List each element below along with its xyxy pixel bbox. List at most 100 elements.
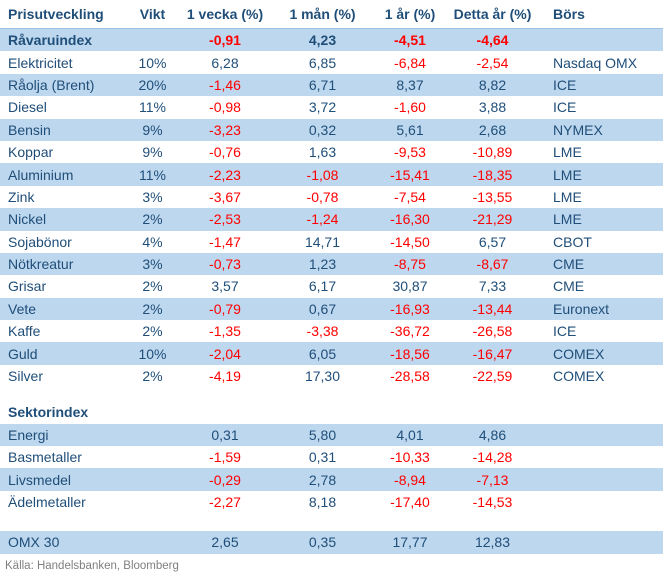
row-label: Kaffe: [8, 323, 41, 340]
sector-index-title-row: Sektorindex: [0, 401, 663, 423]
one-week-cell: -1,47: [209, 233, 241, 250]
year-to-date-cell: -16,47: [472, 345, 513, 362]
table-row: OMX 30 2,65 0,35 17,77 12,83: [0, 531, 663, 554]
exchange-cell: ICE: [553, 76, 577, 93]
one-week-cell: -0,79: [209, 300, 241, 317]
row-label: Ädelmetaller: [8, 494, 86, 510]
sector-index-title: Sektorindex: [8, 404, 89, 421]
exchange-cell: Euronext: [553, 300, 610, 317]
exchange-cell: LME: [553, 166, 582, 183]
one-year-cell: -8,75: [394, 256, 426, 273]
commodity-rows-section: Råvaruindex -0,91 4,23 -4,51 -4,64 Elekt…: [0, 28, 663, 387]
year-to-date-cell: -26,58: [472, 323, 513, 340]
year-to-date-cell: 4,86: [478, 426, 507, 443]
table-row: Nötkreatur 3% -0,73 1,23 -8,75 -8,67 CME: [0, 252, 663, 276]
one-week-cell: -0,98: [209, 99, 241, 116]
one-week-cell: -0,73: [209, 256, 241, 273]
one-week-cell: -2,27: [209, 494, 241, 510]
exchange-cell: CME: [553, 278, 585, 295]
table-row: Koppar 9% -0,76 1,63 -9,53 -10,89 LME: [0, 141, 663, 163]
weight-cell: 10%: [138, 345, 167, 362]
one-month-cell: 6,71: [308, 76, 337, 93]
one-month-cell: 5,80: [308, 426, 337, 443]
exchange-cell: ICE: [553, 99, 577, 116]
table-row: Bensin 9% -3,23 0,32 5,61 2,68 NYMEX: [0, 118, 663, 141]
weight-cell: 11%: [139, 99, 166, 116]
table-row: Silver 2% -4,19 17,30 -28,58 -22,59 COME…: [0, 365, 663, 387]
row-label: Koppar: [8, 144, 54, 161]
year-to-date-cell: -18,35: [472, 166, 513, 183]
one-week-cell: -3,23: [209, 121, 241, 138]
one-month-cell: 6,85: [308, 54, 337, 71]
one-year-cell: 30,87: [392, 278, 428, 295]
weight-cell: 10%: [138, 54, 167, 71]
exchange-cell: CME: [553, 256, 585, 273]
section-spacer: [0, 387, 663, 401]
year-to-date-cell: 7,33: [478, 278, 507, 295]
year-to-date-cell: -2,54: [476, 54, 509, 71]
row-label: Diesel: [8, 99, 47, 116]
section-spacer: [0, 513, 663, 531]
year-to-date-cell: 3,88: [478, 99, 507, 116]
year-to-date-cell: -10,89: [472, 144, 513, 161]
header-1-ar: 1 år (%): [384, 6, 436, 22]
row-label: Silver: [8, 368, 44, 385]
sector-index-rows-section: Energi 0,31 5,80 4,01 4,86 Basmetaller -…: [0, 423, 663, 514]
one-year-cell: -17,40: [390, 494, 430, 510]
year-to-date-cell: 8,82: [478, 76, 507, 93]
row-label: Sojabönor: [8, 233, 72, 250]
header-1-vecka: 1 vecka (%): [186, 6, 264, 22]
one-week-cell: 6,28: [211, 54, 239, 71]
one-year-cell: -14,50: [390, 233, 430, 250]
one-month-cell: 6,05: [308, 345, 337, 362]
one-month-cell: 8,18: [308, 494, 337, 510]
table-row: Elektricitet 10% 6,28 6,85 -6,84 -2,54 N…: [0, 51, 663, 73]
table-row: Ädelmetaller -2,27 8,18 -17,40 -14,53: [0, 491, 663, 513]
table-row: Sojabönor 4% -1,47 14,71 -14,50 6,57 CBO…: [0, 231, 663, 253]
one-month-cell: 14,71: [304, 233, 341, 250]
weight-cell: 11%: [139, 166, 166, 183]
one-week-cell: -3,67: [209, 188, 241, 205]
header-detta-ar: Detta år (%): [453, 6, 532, 22]
weight-cell: 4%: [142, 233, 163, 250]
year-to-date-cell: -22,59: [472, 368, 513, 385]
row-label: Zink: [8, 188, 35, 205]
one-month-cell: -1,24: [306, 211, 339, 228]
one-week-cell: 3,57: [211, 278, 239, 295]
row-label: Bensin: [8, 121, 51, 138]
exchange-cell: LME: [553, 211, 582, 228]
source-note: Källa: Handelsbanken, Bloomberg: [5, 559, 179, 572]
table-row: Nickel 2% -2,53 -1,24 -16,30 -21,29 LME: [0, 208, 663, 231]
one-year-cell: -18,56: [390, 345, 430, 362]
year-to-date-cell: -7,13: [476, 471, 509, 488]
one-month-cell: 2,78: [308, 471, 337, 488]
one-month-cell: 0,67: [308, 300, 337, 317]
header-prisutveckling: Prisutveckling: [8, 6, 104, 22]
one-week-cell: -2,23: [209, 166, 241, 183]
row-label: Energi: [8, 426, 49, 443]
row-label: Elektricitet: [8, 54, 73, 71]
header-vikt: Vikt: [139, 6, 166, 22]
year-to-date-cell: 6,57: [478, 233, 507, 250]
weight-cell: 20%: [138, 76, 167, 93]
one-year-cell: -15,41: [390, 166, 430, 183]
year-to-date-cell: -14,28: [472, 449, 513, 466]
one-year-cell: -6,84: [394, 54, 426, 71]
table-row: Livsmedel -0,29 2,78 -8,94 -7,13: [0, 468, 663, 491]
one-year-cell: -8,94: [394, 471, 426, 488]
year-to-date-cell: -8,67: [476, 256, 509, 273]
one-year-cell: 17,77: [392, 534, 428, 551]
weight-cell: 3%: [142, 188, 163, 205]
exchange-cell: COMEX: [553, 368, 605, 385]
one-week-cell: -1,59: [209, 449, 241, 466]
table-row: Vete 2% -0,79 0,67 -16,93 -13,44 Euronex…: [0, 297, 663, 321]
one-year-cell: 8,37: [396, 76, 424, 93]
one-year-cell: -7,54: [394, 188, 426, 205]
weight-cell: 3%: [142, 256, 163, 273]
one-year-cell: -10,33: [390, 449, 430, 466]
one-week-cell: -0,91: [209, 32, 241, 49]
one-year-cell: -4,51: [394, 32, 426, 49]
one-week-cell: 0,31: [211, 426, 239, 443]
table-row: Råvaruindex -0,91 4,23 -4,51 -4,64: [0, 28, 663, 52]
